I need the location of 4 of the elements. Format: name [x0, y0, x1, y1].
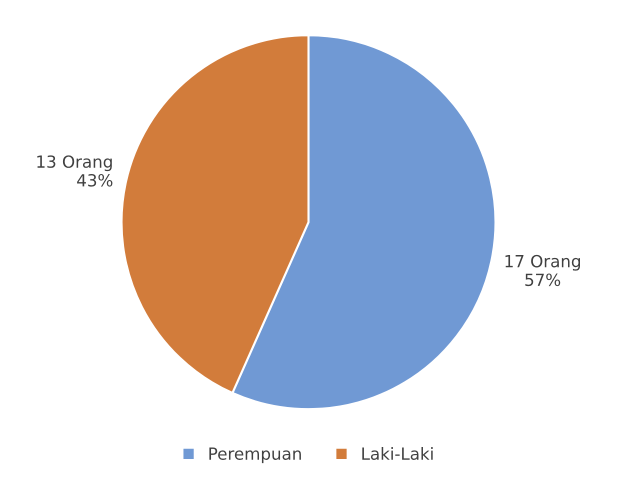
legend-label: Laki-Laki [362, 447, 433, 460]
data-label: 13 Orang 43% [37, 155, 112, 187]
data-label: 17 Orang 57% [506, 254, 580, 286]
legend-label: Perempuan [209, 448, 301, 464]
